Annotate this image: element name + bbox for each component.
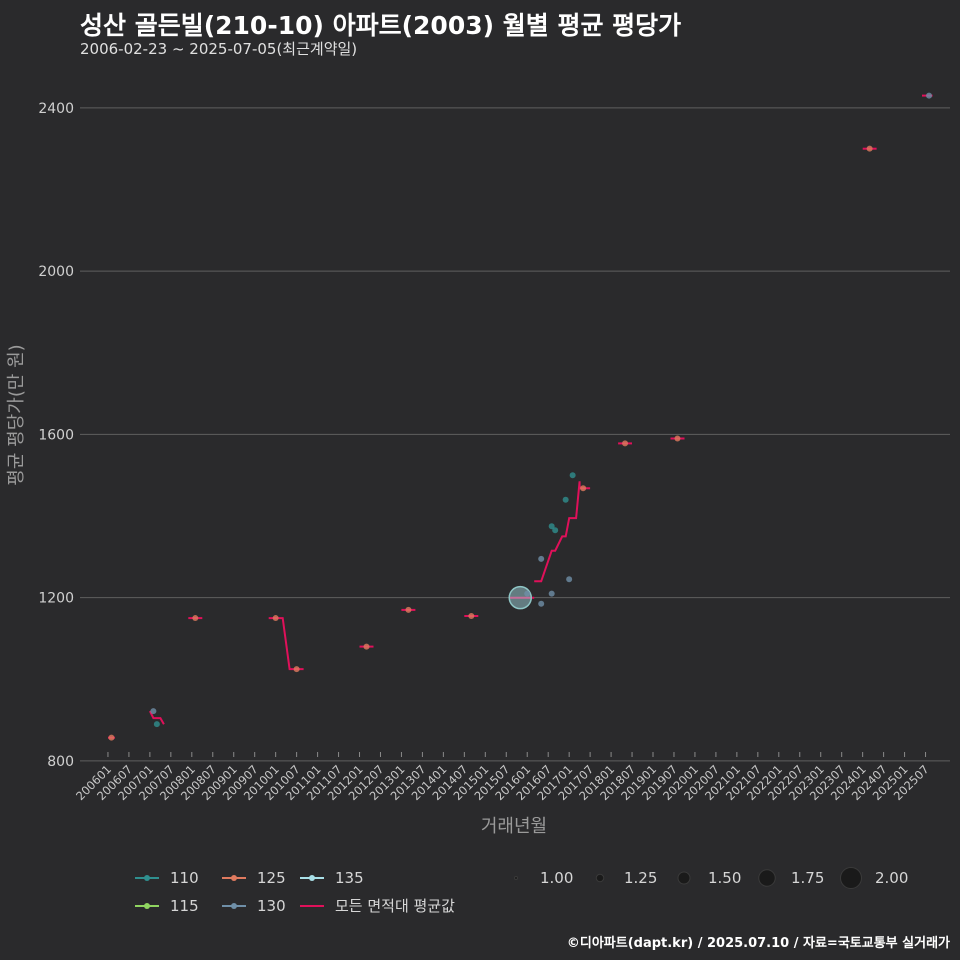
chart-title: 성산 골든빌(210-10) 아파트(2003) 월별 평균 평당가 <box>80 11 682 40</box>
size-legend-label-4: 2.00 <box>875 869 908 887</box>
y-tick-label-800: 800 <box>47 754 74 770</box>
point-125-8 <box>468 613 475 620</box>
data-points <box>108 92 933 741</box>
point-110-14 <box>548 523 555 530</box>
point-130-10 <box>524 590 531 597</box>
chart-subtitle: 2006-02-23 ~ 2025-07-05(최근계약일) <box>80 40 358 58</box>
size-legend-circle-2 <box>677 871 691 885</box>
point-110-2 <box>153 721 160 728</box>
legend-label-avg: 모든 면적대 평균값 <box>335 897 455 915</box>
point-110-15 <box>552 527 559 534</box>
size-legend-label-0: 1.00 <box>540 869 573 887</box>
size-legend-label-2: 1.50 <box>708 869 741 887</box>
size-legend-label-3: 1.75 <box>791 869 824 887</box>
legend-dot-125 <box>231 875 237 881</box>
point-130-13 <box>548 590 555 597</box>
avg-line-segment-3 <box>268 617 304 671</box>
legend-dot-115 <box>144 903 150 909</box>
size-legend-label-1: 1.25 <box>624 869 657 887</box>
legend-dot-130 <box>231 903 237 909</box>
y-tick-label-2400: 2400 <box>38 101 74 117</box>
y-tick-label-2000: 2000 <box>38 264 74 280</box>
point-110-16 <box>562 496 569 503</box>
legend-label-125: 125 <box>257 869 286 887</box>
point-125-21 <box>674 435 681 442</box>
size-legend-circle-3 <box>758 869 776 887</box>
point-130-23 <box>926 92 933 99</box>
point-125-7 <box>405 606 412 613</box>
legend-label-135: 135 <box>335 869 364 887</box>
size-legend-circle-4 <box>840 867 862 889</box>
point-125-3 <box>192 615 199 622</box>
legend-dot-135 <box>309 875 315 881</box>
size-legend-circle-1 <box>595 873 605 883</box>
size-legend-circle-0 <box>514 876 518 880</box>
point-125-20 <box>622 440 629 447</box>
legend-label-130: 130 <box>257 897 286 915</box>
point-125-22 <box>866 145 873 152</box>
y-axis-title: 평균 평당가(만 원) <box>6 344 27 485</box>
point-125-5 <box>293 666 300 673</box>
point-125-0 <box>108 734 115 741</box>
point-110-18 <box>569 472 576 479</box>
legend-label-110: 110 <box>170 869 199 887</box>
y-axis-ticks: 800 1200 1600 2000 2400 <box>38 101 74 770</box>
legend: 110 115 125 130 135 모든 면적대 평균값 1.00 1.25 1.50 1.7… <box>135 867 908 915</box>
point-135-9 <box>508 585 532 610</box>
x-axis-title: 거래년월 <box>481 816 547 837</box>
x-axis-ticks: 2006012006072007012007072008012008072009… <box>73 752 932 803</box>
point-130-12 <box>538 555 545 562</box>
point-130-17 <box>566 576 573 583</box>
grid-lines <box>80 107 950 762</box>
point-125-19 <box>580 485 587 492</box>
point-130-1 <box>150 708 157 715</box>
point-125-4 <box>272 615 279 622</box>
y-tick-label-1200: 1200 <box>38 591 74 607</box>
point-125-6 <box>363 643 370 650</box>
y-tick-label-1600: 1600 <box>38 427 74 443</box>
credit-text: ©디아파트(dapt.kr) / 2025.07.10 / 자료=국토교통부 실… <box>566 936 950 951</box>
legend-label-115: 115 <box>170 897 199 915</box>
point-130-11 <box>538 600 545 607</box>
legend-dot-110 <box>144 875 150 881</box>
avg-line-segment-1 <box>149 710 165 725</box>
avg-line-segment-8 <box>534 481 591 583</box>
average-line-group <box>108 94 933 739</box>
